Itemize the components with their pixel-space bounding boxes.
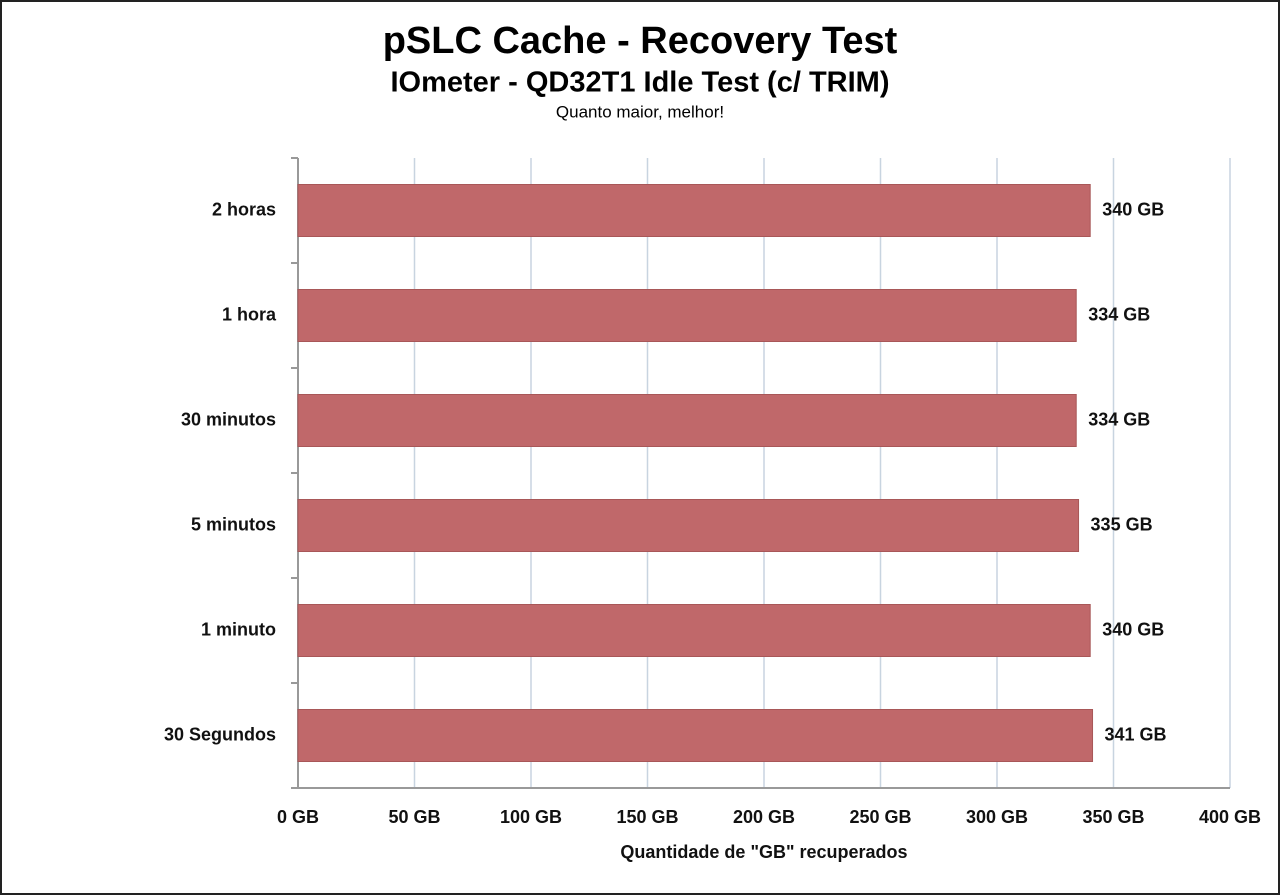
bar	[297, 184, 1091, 237]
x-tick-label: 350 GB	[1082, 807, 1144, 827]
x-tick-label: 400 GB	[1199, 807, 1261, 827]
x-tick-label: 250 GB	[849, 807, 911, 827]
value-label: 334 GB	[1088, 304, 1150, 324]
x-axis-title: Quantidade de "GB" recuperados	[620, 842, 907, 862]
y-tick-label: 30 minutos	[181, 409, 276, 429]
x-tick-label: 150 GB	[616, 807, 678, 827]
x-tick-label: 300 GB	[966, 807, 1028, 827]
value-label: 340 GB	[1102, 199, 1164, 219]
value-label: 335 GB	[1091, 514, 1153, 534]
y-tick-label: 1 hora	[222, 304, 277, 324]
x-tick-label: 100 GB	[500, 807, 562, 827]
value-label: 334 GB	[1088, 409, 1150, 429]
x-tick-label: 50 GB	[388, 807, 440, 827]
chart-subtitle: IOmeter - QD32T1 Idle Test (c/ TRIM)	[390, 67, 889, 99]
y-tick-label: 2 horas	[212, 199, 276, 219]
bar	[297, 289, 1077, 342]
bar	[297, 499, 1080, 552]
y-tick-label: 5 minutos	[191, 514, 276, 534]
bar	[297, 394, 1077, 447]
value-label: 341 GB	[1105, 724, 1167, 744]
chart-note: Quanto maior, melhor!	[556, 102, 724, 121]
y-tick-label: 1 minuto	[201, 619, 276, 639]
bar	[297, 709, 1094, 762]
x-tick-label: 200 GB	[733, 807, 795, 827]
bar	[297, 604, 1091, 657]
value-label: 340 GB	[1102, 619, 1164, 639]
y-tick-label: 30 Segundos	[164, 724, 276, 744]
chart-title: pSLC Cache - Recovery Test	[383, 20, 898, 62]
x-tick-label: 0 GB	[277, 807, 319, 827]
